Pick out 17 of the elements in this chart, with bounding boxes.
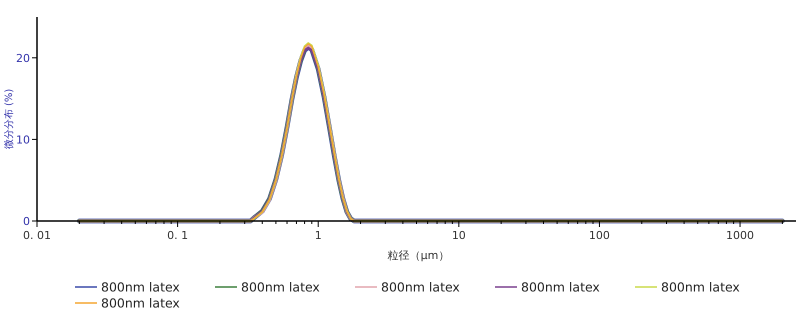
legend-label: 800nm latex (661, 280, 740, 294)
y-axis-title: 微分分布 (%) (3, 88, 15, 150)
y-tick-label: 20 (16, 52, 30, 65)
legend-label: 800nm latex (521, 280, 600, 294)
legend-label: 800nm latex (101, 296, 180, 310)
y-tick-label: 0 (23, 215, 30, 228)
y-tick-label: 10 (16, 133, 30, 146)
x-tick-label: 10 (452, 229, 466, 242)
legend-label: 800nm latex (101, 280, 180, 294)
x-tick-label: 1 (314, 229, 322, 242)
legend-label: 800nm latex (241, 280, 320, 294)
legend-label: 800nm latex (381, 280, 460, 294)
x-tick-label: 0. 1 (167, 229, 188, 242)
x-tick-label: 0. 01 (23, 229, 51, 242)
x-axis-title: 粒径（μm） (388, 249, 450, 262)
x-tick-label: 100 (588, 229, 610, 242)
x-tick-label: 1000 (726, 229, 754, 242)
